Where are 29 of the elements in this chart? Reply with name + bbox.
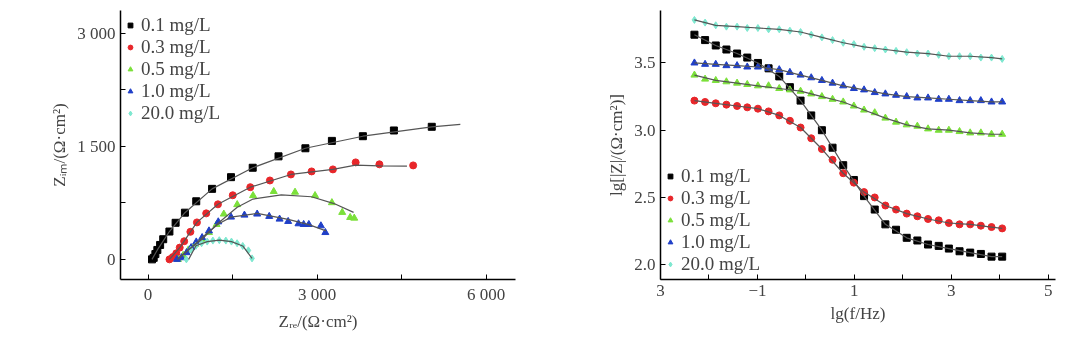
legend-label: 0.5 mg/L [141, 58, 211, 80]
legend-label: 0.5 mg/L [681, 209, 751, 231]
y-axis-title: Zᵢₘ/(Ω·cm²) [50, 103, 70, 187]
x-tick-label: 3 000 [298, 284, 337, 304]
x-tick-label: 6 000 [467, 284, 506, 304]
x-tick-label: 1 [850, 280, 859, 300]
x-tick-label: −1 [748, 280, 767, 300]
legend-label: 0.3 mg/L [681, 187, 751, 209]
legend-label: 0.1 mg/L [681, 165, 751, 187]
x-axis-title: Zᵣₑ/(Ω·cm²) [278, 311, 358, 331]
x-tick-label: 3 [947, 280, 956, 300]
y-tick-label: 2.5 [634, 187, 656, 207]
x-tick-label: 3 [656, 280, 665, 300]
x-tick-label: 5 [1043, 280, 1053, 300]
y-tick-label: 2.0 [634, 255, 656, 275]
legend-label: 0.3 mg/L [141, 36, 211, 58]
legend-label: 20.0 mg/L [681, 253, 761, 275]
x-tick-label: 0 [143, 284, 153, 304]
y-tick-label: 1 500 [77, 136, 116, 156]
y-tick-label: 3.5 [634, 53, 656, 73]
x-axis-title: lg(f/Hz) [830, 303, 886, 323]
y-tick-label: 3.0 [634, 120, 656, 140]
y-tick-label: 3 000 [77, 23, 116, 43]
legend-label: 20.0 mg/L [141, 102, 221, 124]
legend-label: 1.0 mg/L [681, 231, 751, 253]
y-tick-label: 0 [107, 249, 116, 269]
legend-label: 1.0 mg/L [141, 80, 211, 102]
legend-label: 0.1 mg/L [141, 14, 211, 36]
y-axis-title: lg[|Z|/(Ω·cm²)] [607, 94, 627, 196]
